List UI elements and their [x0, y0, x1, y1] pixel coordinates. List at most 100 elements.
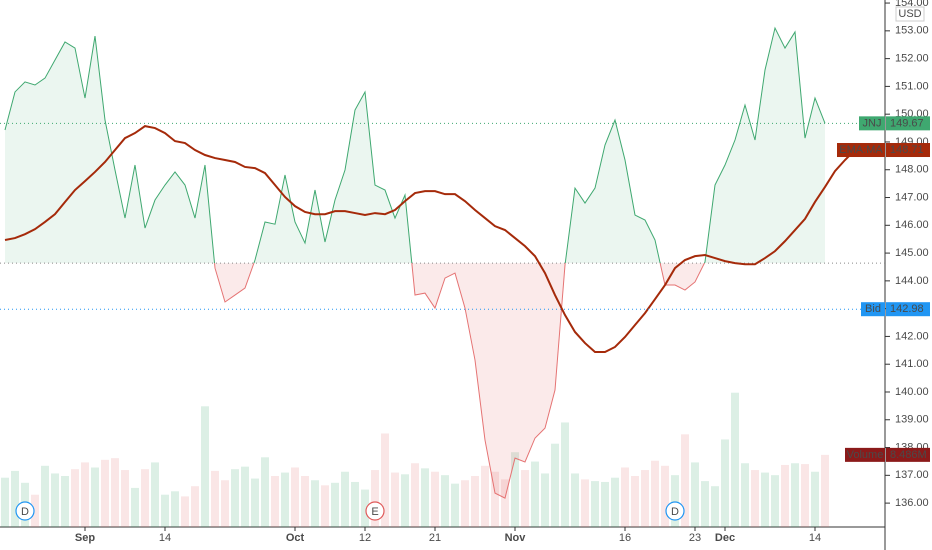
volume-bar: [281, 472, 289, 527]
event-marker: [365, 501, 385, 521]
currency-box: [895, 6, 925, 22]
volume-bar: [571, 473, 579, 527]
volume-bar: [771, 475, 779, 527]
volume-bar: [661, 465, 669, 527]
volume-tag-value-box: [886, 447, 930, 462]
volume-bar: [1, 477, 9, 527]
volume-bar: [521, 470, 529, 527]
event-label: E: [371, 506, 378, 518]
volume-bar: [41, 465, 49, 527]
volume-bar: [761, 472, 769, 527]
volume-bar: [651, 460, 659, 527]
volume-bar: [631, 476, 639, 527]
volume-bar: [131, 487, 139, 527]
volume-bar: [801, 464, 809, 527]
ema-tag-value-box: [886, 143, 930, 158]
volume-bar: [51, 473, 59, 527]
price-tag-value-box: [886, 116, 930, 131]
volume-bar: [701, 481, 709, 527]
bid-tag-name-box: [861, 302, 885, 317]
volume-bar: [341, 471, 349, 527]
volume-bar: [161, 494, 169, 527]
volume-bar: [351, 481, 359, 527]
x-tick-label: Oct: [286, 532, 305, 544]
y-tick-label: 153.00: [895, 25, 929, 37]
volume-bar: [81, 462, 89, 527]
volume-bar: [451, 483, 459, 527]
volume-bar: [821, 454, 829, 527]
volume-bar: [251, 478, 259, 527]
x-tick-label: Sep: [75, 532, 95, 544]
volume-bar: [101, 459, 109, 527]
volume-bar: [751, 470, 759, 527]
volume-bar: [271, 476, 279, 527]
area-above: [5, 28, 825, 264]
volume-bar: [601, 481, 609, 527]
volume-bar: [71, 469, 79, 527]
volume-bar: [511, 452, 519, 527]
bid-tag-value-box: [886, 302, 930, 317]
volume-bar: [311, 480, 319, 527]
volume-bar: [91, 467, 99, 527]
volume-bar: [781, 464, 789, 527]
volume-bar: [301, 476, 309, 527]
x-tick-label: 21: [429, 532, 441, 544]
volume-bar: [431, 471, 439, 527]
x-tick-label: Dec: [715, 532, 735, 544]
volume-bar: [111, 458, 119, 527]
y-tick-label: 154.00: [895, 0, 929, 9]
volume-bar: [361, 489, 369, 527]
volume-bar: [471, 476, 479, 527]
volume-bar: [11, 470, 19, 527]
volume-tag-name-box: [845, 447, 885, 462]
volume-bar: [331, 482, 339, 527]
y-tick-label: 141.00: [895, 358, 929, 370]
volume-bar: [171, 491, 179, 527]
volume-bar: [591, 481, 599, 527]
volume-bar: [221, 480, 229, 527]
volume-bar: [231, 469, 239, 527]
event-label: D: [671, 506, 679, 518]
ema-tag-name: EMA:MA: [839, 144, 883, 156]
volume-bar: [241, 466, 249, 527]
volume-bar: [291, 467, 299, 527]
volume-bar: [501, 479, 509, 527]
price-tag-name: JNJ: [863, 117, 882, 129]
volume-bar: [31, 494, 39, 527]
y-tick-label: 145.00: [895, 247, 929, 259]
volume-bar: [791, 463, 799, 527]
volume-bar: [681, 434, 689, 527]
y-tick-label: 151.00: [895, 80, 929, 92]
price-tag-value: 149.67: [890, 117, 924, 129]
volume-bar: [411, 463, 419, 527]
volume-bar: [811, 471, 819, 527]
volume-tag-value: 8.486M: [890, 449, 927, 461]
x-tick-label: 14: [809, 532, 821, 544]
volume-bar: [391, 472, 399, 527]
volume-bar: [201, 406, 209, 527]
ema-tag-name-box: [837, 143, 885, 158]
volume-bar: [671, 475, 679, 527]
x-tick-label: 16: [619, 532, 631, 544]
y-tick-label: 139.00: [895, 414, 929, 426]
volume-bar: [211, 470, 219, 527]
volume-bar: [141, 469, 149, 527]
price-tag-name-box: [859, 116, 885, 131]
y-tick-label: 147.00: [895, 191, 929, 203]
y-tick-label: 142.00: [895, 330, 929, 342]
volume-bar: [581, 479, 589, 527]
volume-bar: [151, 462, 159, 527]
price-line: [214, 263, 706, 499]
x-tick-label: 23: [689, 532, 701, 544]
x-tick-label: 12: [359, 532, 371, 544]
y-tick-label: 137.00: [895, 469, 929, 481]
bid-tag-value: 142.98: [890, 303, 924, 315]
volume-bar: [61, 476, 69, 527]
volume-bar: [721, 439, 729, 527]
y-tick-label: 146.00: [895, 219, 929, 231]
volume-bar: [741, 463, 749, 527]
volume-bar: [461, 480, 469, 527]
volume-bar: [191, 486, 199, 527]
y-tick-label: 144.00: [895, 275, 929, 287]
